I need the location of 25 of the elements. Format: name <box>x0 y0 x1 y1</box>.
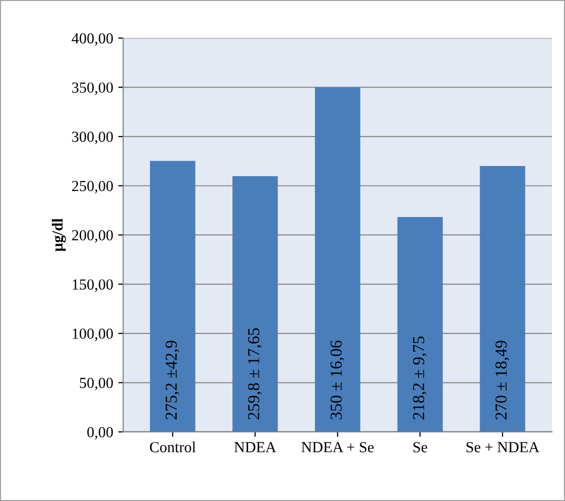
data-label: 270 ± 18,49 <box>495 340 510 420</box>
data-label: 218,2 ± 9,75 <box>412 336 427 420</box>
y-tick-label: 100,00 <box>72 328 113 342</box>
bar <box>314 87 360 432</box>
x-tick-label: NDEA + Se <box>301 442 374 452</box>
y-axis-title: µg/dl <box>52 218 66 252</box>
y-tick-label: 400,00 <box>72 33 113 46</box>
bar <box>150 160 196 432</box>
data-label: 259,8 ± 17,65 <box>248 328 262 420</box>
data-label: 350 ± 16,06 <box>330 340 344 420</box>
x-tick-label: Control <box>150 442 196 452</box>
bar <box>480 166 526 432</box>
y-tick-label: 50,00 <box>80 378 113 390</box>
y-tick-label: 300,00 <box>72 132 113 144</box>
data-label: 275,2 ±42,9 <box>166 340 180 420</box>
x-tick-label: Se <box>413 442 428 452</box>
y-tick-label: 150,00 <box>72 279 113 292</box>
y-tick-label: 250,00 <box>72 180 113 194</box>
y-tick-label: 0,00 <box>87 427 113 440</box>
bar <box>232 176 278 432</box>
x-tick-label: Se + NDEA <box>466 442 540 452</box>
y-tick-label: 350,00 <box>72 82 113 95</box>
y-tick-label: 200,00 <box>72 230 113 243</box>
x-tick-label: NDEA <box>234 442 276 452</box>
bar <box>397 217 443 432</box>
